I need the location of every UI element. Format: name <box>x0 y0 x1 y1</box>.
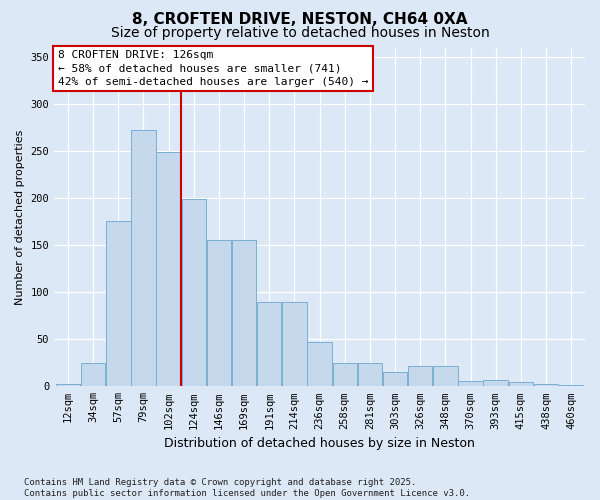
Bar <box>232 240 256 386</box>
Bar <box>106 220 131 386</box>
Text: Size of property relative to detached houses in Neston: Size of property relative to detached ho… <box>110 26 490 40</box>
Bar <box>282 302 307 386</box>
Bar <box>81 363 106 386</box>
Bar <box>408 366 433 386</box>
Bar <box>484 380 508 386</box>
Bar <box>433 366 458 386</box>
Bar <box>157 152 181 386</box>
Text: 8, CROFTEN DRIVE, NESTON, CH64 0XA: 8, CROFTEN DRIVE, NESTON, CH64 0XA <box>132 12 468 28</box>
Bar <box>332 363 357 386</box>
Y-axis label: Number of detached properties: Number of detached properties <box>15 129 25 304</box>
Bar <box>131 130 155 386</box>
Bar <box>307 342 332 386</box>
Bar <box>383 372 407 386</box>
Bar <box>358 363 382 386</box>
Bar <box>509 382 533 386</box>
Bar <box>182 199 206 386</box>
Bar <box>257 302 281 386</box>
Bar <box>56 384 80 386</box>
Text: Contains HM Land Registry data © Crown copyright and database right 2025.
Contai: Contains HM Land Registry data © Crown c… <box>24 478 470 498</box>
X-axis label: Distribution of detached houses by size in Neston: Distribution of detached houses by size … <box>164 437 475 450</box>
Bar <box>534 384 558 386</box>
Bar <box>207 240 231 386</box>
Text: 8 CROFTEN DRIVE: 126sqm
← 58% of detached houses are smaller (741)
42% of semi-d: 8 CROFTEN DRIVE: 126sqm ← 58% of detache… <box>58 50 368 86</box>
Bar <box>458 380 483 386</box>
